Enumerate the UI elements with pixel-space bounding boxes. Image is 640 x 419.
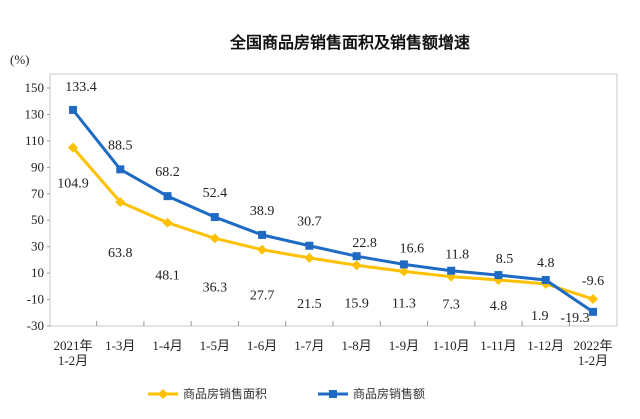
y-tick-label: -10 [27,292,44,307]
data-point-marker [258,230,267,239]
y-tick-label: 90 [31,159,44,174]
y-tick-label: 70 [31,186,44,201]
data-label: 4.8 [537,256,555,271]
data-label: 68.2 [155,165,180,180]
data-point-marker [69,105,77,114]
legend-marker [329,390,337,398]
data-label: 27.7 [250,289,275,304]
data-point-marker [115,196,126,207]
y-tick-label: 150 [25,80,45,95]
data-point-marker [352,252,361,261]
data-label: 21.5 [297,297,322,312]
x-tick-label: 1-7月 [294,338,324,353]
data-label: 1.9 [531,309,549,324]
legend-marker [158,389,168,399]
x-tick-label: 1-3月 [105,338,135,353]
data-point-marker [588,294,598,305]
y-tick-label: 10 [31,265,44,280]
y-tick-label: 50 [31,212,44,227]
data-label: 7.3 [442,298,460,313]
legend-label: 商品房销售额 [353,386,425,401]
y-tick-label: 30 [31,239,44,254]
chart-title: 全国商品房销售面积及销售额增速 [229,33,470,52]
data-label: -9.6 [582,274,604,289]
data-point-marker [399,260,408,269]
series-line-1 [71,109,594,314]
data-point-marker [257,244,268,255]
plot-frame [49,73,618,327]
x-tick-label: 2022年 [573,338,612,353]
data-point-marker [351,260,362,271]
data-point-marker [209,233,220,244]
x-tick-label: 1-4月 [152,338,182,353]
data-label: 52.4 [203,186,228,201]
data-label: 11.3 [392,296,416,311]
x-tick-label: 2021年 [53,338,92,353]
x-tick-label: 1-10月 [433,338,470,353]
x-tick-label: 1-9月 [389,338,419,353]
data-label: 4.8 [490,299,508,314]
data-point-marker [494,271,503,280]
data-point-marker [589,307,597,316]
x-tick-label: 1-5月 [200,338,230,353]
data-label: 104.9 [57,177,89,192]
data-label: 22.8 [352,236,377,251]
x-tick-label: 1-2月 [58,353,88,368]
data-label: -19.3 [560,311,589,326]
y-tick-label: 130 [25,106,45,121]
data-label: 38.9 [250,204,275,219]
legend-label: 商品房销售面积 [183,386,267,401]
y-axis-unit: (%) [10,52,30,67]
data-label: 133.4 [65,80,97,95]
x-tick-label: 1-12月 [527,338,564,353]
data-point-marker [210,213,219,222]
data-point-marker [398,266,409,277]
x-tick-label: 1-6月 [247,338,277,353]
y-tick-label: 110 [25,133,44,148]
data-label: 63.8 [108,246,133,261]
x-tick-label: 1-11月 [480,338,516,353]
series-line-0 [71,146,594,301]
data-label: 88.5 [108,138,133,153]
data-label: 48.1 [155,269,180,284]
data-label: 15.9 [344,296,369,311]
data-point-marker [68,142,78,153]
data-point-marker [447,266,456,275]
data-label: 8.5 [496,252,514,267]
data-label: 36.3 [203,280,228,295]
x-tick-label: 1-8月 [341,338,371,353]
data-label: 16.6 [400,241,425,256]
data-point-marker [541,275,550,284]
data-point-marker [305,241,314,250]
data-point-marker [163,192,172,201]
x-tick-label: 1-2月 [578,353,608,368]
data-label: 11.8 [445,248,469,263]
data-label: 30.7 [297,215,322,230]
data-point-marker [304,252,315,263]
y-tick-label: -30 [27,318,44,333]
data-point-marker [116,165,125,174]
data-point-marker [162,217,173,228]
